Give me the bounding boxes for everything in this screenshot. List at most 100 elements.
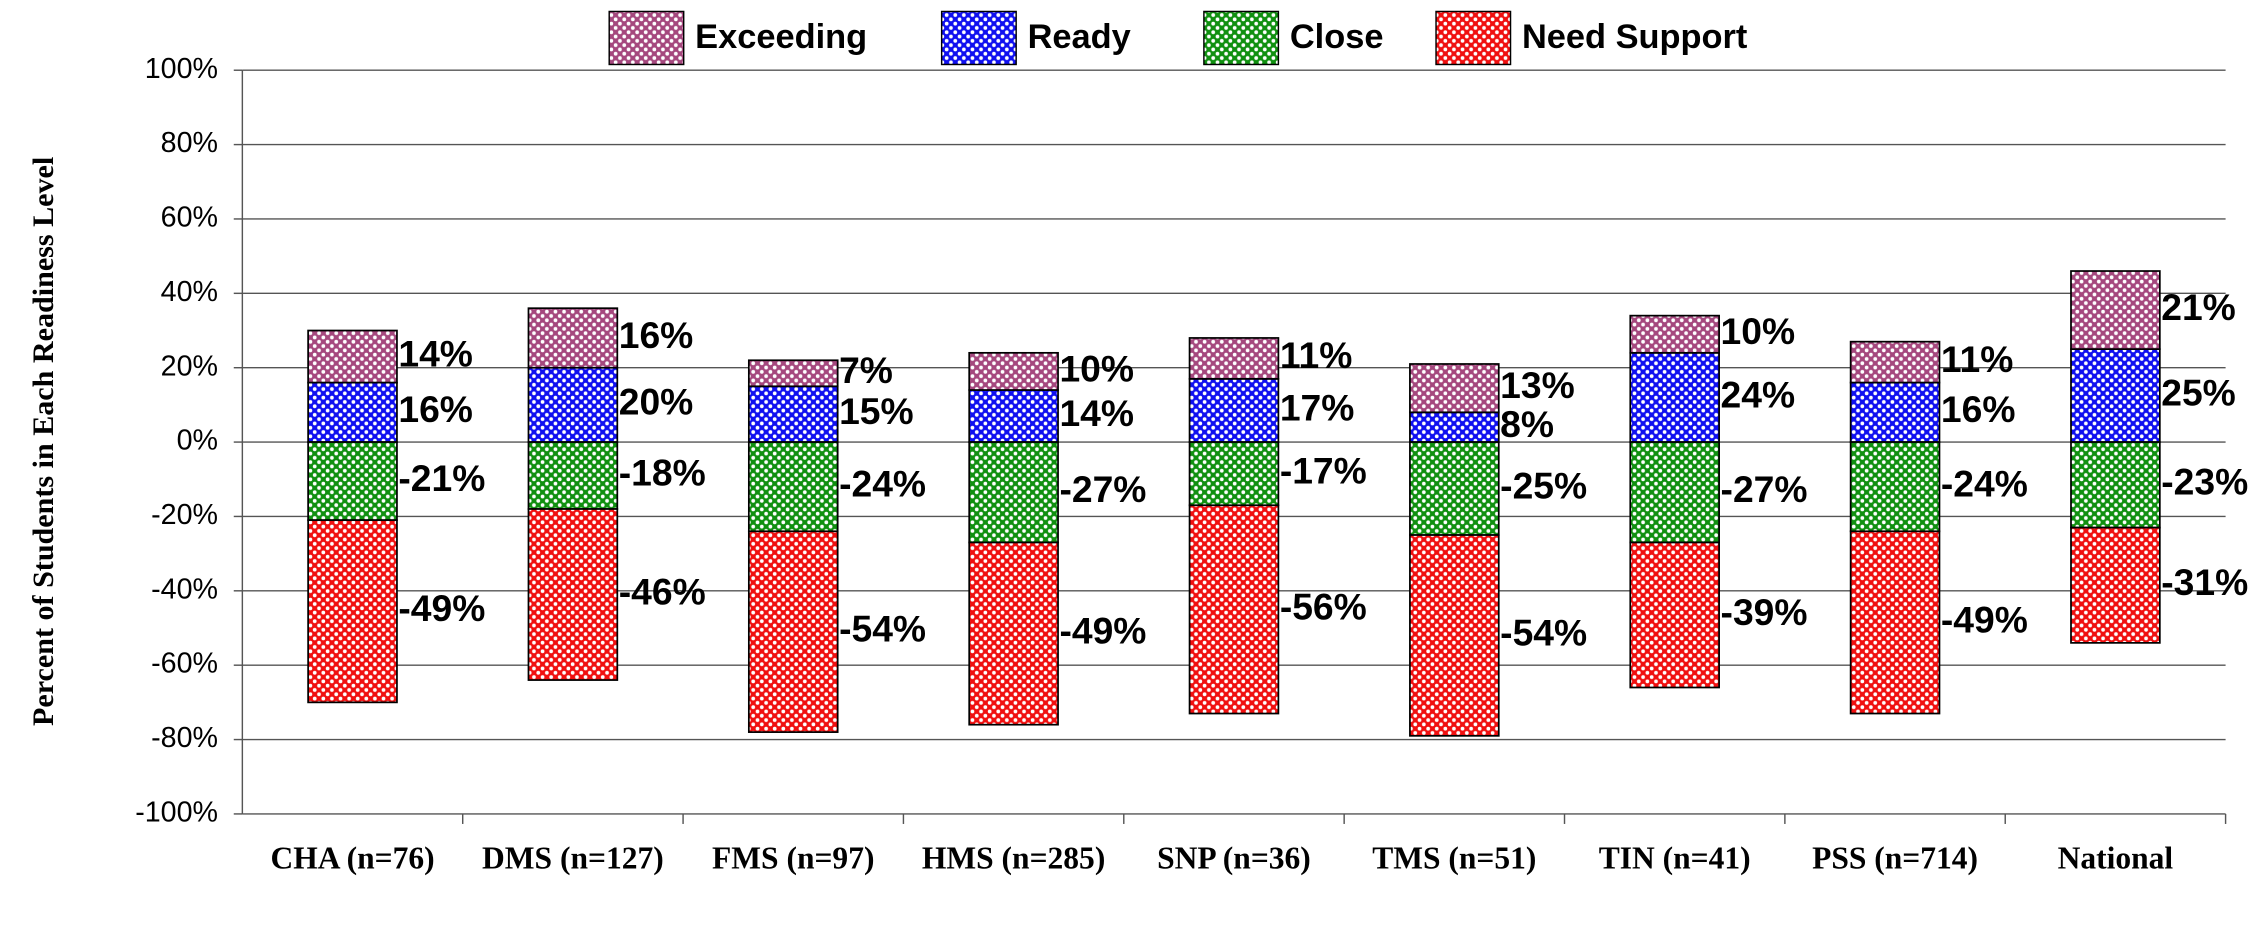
- bar-segment: [968, 541, 1059, 726]
- data-label: 14%: [398, 332, 473, 374]
- data-label: -39%: [1721, 591, 1808, 633]
- x-tick-label: HMS (n=285): [922, 840, 1105, 875]
- bar-segment: [968, 441, 1059, 544]
- bar-segment: [1849, 381, 1941, 443]
- x-tick-label: SNP (n=36): [1157, 840, 1311, 875]
- bar-segment: [1849, 340, 1941, 384]
- y-tick-label: -20%: [151, 499, 218, 531]
- data-label: 21%: [2161, 286, 2236, 328]
- data-label: 10%: [1721, 310, 1796, 352]
- bar-segment: [747, 359, 839, 388]
- data-label: -49%: [398, 587, 485, 629]
- y-tick-label: 80%: [161, 127, 218, 159]
- y-tick-label: -100%: [135, 796, 218, 828]
- data-label: -23%: [2161, 461, 2248, 503]
- legend-label: Close: [1290, 18, 1384, 56]
- bar-segment: [527, 307, 619, 369]
- bar-segment: [1849, 441, 1941, 533]
- data-label: -18%: [619, 451, 706, 493]
- x-tick-label: DMS (n=127): [482, 840, 664, 875]
- data-label: 16%: [398, 388, 473, 430]
- bar-segment: [1188, 377, 1280, 443]
- bar-segment: [747, 530, 839, 733]
- data-label: -54%: [1500, 611, 1587, 653]
- bar-segment: [1409, 534, 1500, 737]
- data-label: 24%: [1721, 373, 1796, 415]
- bar-segment: [1409, 363, 1500, 414]
- data-label: 8%: [1500, 403, 1554, 445]
- bar-segment: [1849, 530, 1941, 715]
- data-label: -25%: [1500, 464, 1587, 506]
- bar-segment: [2070, 526, 2161, 644]
- x-tick-label: National: [2058, 840, 2174, 875]
- bar-segment: [1629, 314, 1720, 354]
- bar-segment: [307, 329, 398, 384]
- data-label: 25%: [2161, 371, 2236, 413]
- legend-label: Exceeding: [695, 18, 867, 56]
- y-tick-label: -80%: [151, 722, 218, 754]
- y-tick-label: 40%: [161, 276, 218, 308]
- data-label: -21%: [398, 457, 485, 499]
- data-label: -17%: [1280, 450, 1367, 492]
- bar-segment: [307, 519, 398, 704]
- y-tick-label: -60%: [151, 648, 218, 680]
- bar-segment: [968, 351, 1059, 391]
- bar-segment: [1629, 441, 1720, 544]
- data-label: 10%: [1059, 347, 1134, 389]
- bar-segment: [527, 441, 619, 510]
- data-label: -24%: [1941, 463, 2028, 505]
- bar-segment: [1409, 411, 1500, 443]
- data-label: 11%: [1280, 334, 1353, 376]
- legend-swatch: [608, 10, 685, 66]
- data-label: 7%: [839, 349, 893, 391]
- bar-segment: [307, 441, 398, 522]
- data-label: 13%: [1500, 364, 1575, 406]
- data-label: -27%: [1059, 468, 1146, 510]
- y-tick-label: 100%: [145, 53, 218, 85]
- data-label: 20%: [619, 381, 694, 423]
- x-tick-label: TIN (n=41): [1599, 840, 1751, 875]
- bar-segment: [747, 385, 839, 443]
- y-tick-label: 20%: [161, 350, 218, 382]
- bar-segment: [968, 389, 1059, 443]
- data-label: 14%: [1059, 392, 1134, 434]
- bar-segment: [527, 508, 619, 681]
- legend-swatch: [1435, 10, 1512, 66]
- bar-segment: [1629, 351, 1720, 443]
- y-tick-label: 0%: [177, 425, 218, 457]
- bar-segment: [747, 441, 839, 533]
- data-label: -31%: [2161, 561, 2248, 603]
- data-label: 11%: [1941, 338, 2014, 380]
- data-label: -46%: [619, 570, 706, 612]
- data-label: -54%: [839, 608, 926, 650]
- data-label: -24%: [839, 463, 926, 505]
- data-label: 17%: [1280, 386, 1355, 428]
- bar-segment: [2070, 270, 2161, 350]
- x-tick-label: PSS (n=714): [1812, 840, 1978, 875]
- data-label: -49%: [1059, 609, 1146, 651]
- data-label: -56%: [1280, 585, 1367, 627]
- legend-label: Need Support: [1522, 18, 1748, 56]
- x-tick-label: TMS (n=51): [1372, 840, 1536, 875]
- x-tick-label: FMS (n=97): [712, 840, 874, 875]
- legend-swatch: [940, 10, 1017, 66]
- legend-label: Ready: [1028, 18, 1131, 56]
- data-label: -49%: [1941, 598, 2028, 640]
- x-tick-label: CHA (n=76): [270, 840, 434, 875]
- legend-swatch: [1203, 10, 1280, 66]
- y-axis-title: Percent of Students in Each Readiness Le…: [26, 157, 60, 726]
- bar-segment: [527, 366, 619, 443]
- bar-segment: [1409, 441, 1500, 536]
- y-tick-label: 60%: [161, 202, 218, 234]
- bar-segment: [1188, 441, 1280, 507]
- data-label: 16%: [619, 314, 694, 356]
- bar-segment: [1188, 337, 1280, 380]
- bar-segment: [2070, 441, 2161, 529]
- y-tick-label: -40%: [151, 573, 218, 605]
- bar-segment: [1188, 504, 1280, 715]
- data-label: 15%: [839, 390, 914, 432]
- data-label: 16%: [1941, 388, 2016, 430]
- data-label: -27%: [1721, 468, 1808, 510]
- bar-segment: [2070, 348, 2161, 443]
